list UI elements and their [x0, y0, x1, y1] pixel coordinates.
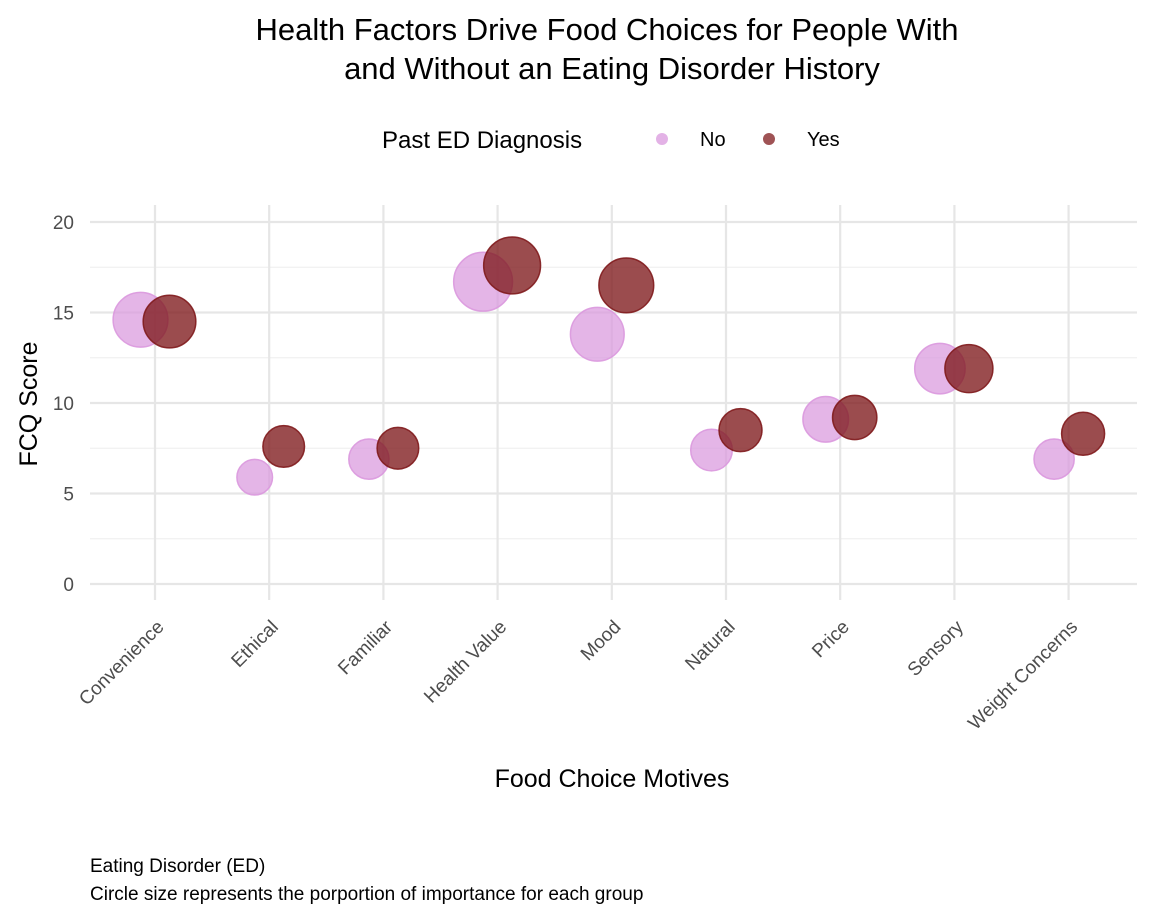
legend-label-no: No	[700, 129, 726, 151]
chart-title-line-1: Health Factors Drive Food Choices for Pe…	[256, 12, 959, 47]
y-tick-label: 15	[53, 304, 74, 325]
legend-label-yes: Yes	[807, 129, 840, 151]
chart-title-line-2: and Without an Eating Disorder History	[344, 51, 880, 86]
point-yes-ethical	[262, 424, 306, 469]
x-axis-title: Food Choice Motives	[495, 765, 730, 793]
y-tick-label: 20	[53, 213, 74, 234]
point-no-weight-concerns	[1033, 438, 1075, 480]
x-tick-label: Natural	[681, 617, 739, 675]
point-yes-convenience	[142, 294, 197, 349]
point-yes-natural	[718, 407, 763, 453]
x-tick-label: Familiar	[334, 616, 397, 679]
point-yes-mood	[598, 257, 655, 314]
x-tick-label: Convenience	[75, 617, 168, 710]
legend-key-yes	[763, 133, 775, 145]
x-tick-label: Sensory	[904, 616, 968, 680]
x-axis-ticks: Convenience Ethical Familiar Health Value Mo…	[75, 616, 1082, 734]
x-tick-label: Health Value	[420, 617, 511, 708]
legend: Past ED Diagnosis No Yes	[382, 127, 840, 154]
point-yes-health-value	[482, 236, 542, 295]
x-tick-label: Weight Concerns	[964, 617, 1082, 735]
caption-line-2: Circle size represents the porportion of…	[90, 884, 643, 905]
y-tick-label: 0	[63, 575, 74, 596]
point-yes-sensory	[944, 343, 994, 394]
y-tick-label: 10	[53, 394, 74, 415]
grid	[90, 205, 1137, 600]
legend-key-no	[656, 133, 668, 145]
data-points	[112, 236, 1106, 496]
point-yes-weight-concerns	[1060, 411, 1106, 457]
y-axis-ticks: 0 5 10 15 20	[53, 213, 74, 596]
caption-line-1: Eating Disorder (ED)	[90, 856, 265, 877]
x-tick-label: Ethical	[228, 617, 283, 672]
point-no-ethical	[236, 458, 274, 496]
x-tick-label: Price	[808, 617, 853, 662]
x-tick-label: Mood	[577, 617, 625, 665]
legend-title: Past ED Diagnosis	[382, 127, 582, 154]
point-yes-price	[831, 394, 878, 441]
y-axis-title: FCQ Score	[15, 341, 43, 466]
point-no-mood	[569, 306, 625, 362]
y-tick-label: 5	[63, 485, 74, 506]
point-yes-familiar	[376, 426, 420, 470]
